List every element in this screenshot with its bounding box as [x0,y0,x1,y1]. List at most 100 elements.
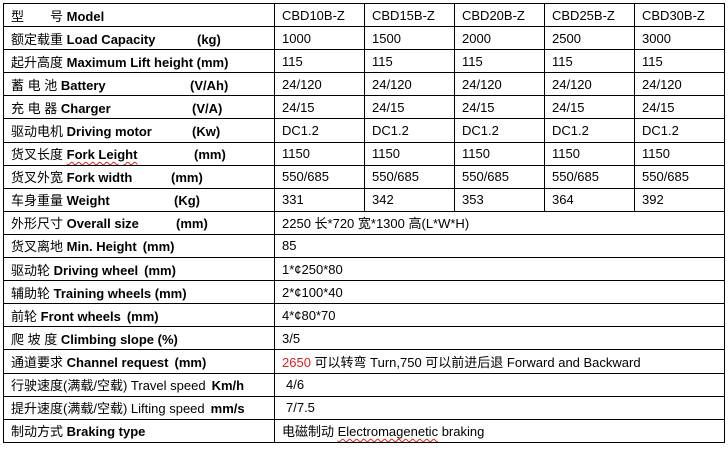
value-cell: 392 [634,187,725,212]
label-en: Model [66,8,105,24]
row-label: 辅助轮 Training wheels (mm) [3,280,275,305]
value-text: 85 [282,238,297,254]
row-label: 行驶速度(满载/空载) Travel speed Km/h [3,372,275,397]
table-row: 货叉外宽 Fork width (mm) 550/685 550/685 550/685… [3,164,725,189]
row-label: 货叉离地 Min. Height (mm) [3,233,275,259]
value-cell: 550/685 [274,164,365,189]
table-row: 车身重量 Weight (Kg) 331 342 353 364 392 [3,187,725,212]
value-cell: 7/7.5 [274,395,725,420]
value-cell: 2000 [454,26,545,51]
value-cell: 550/685 [544,164,635,189]
value-cell: 24/120 [634,72,725,97]
value-cell: DC1.2 [364,118,455,143]
row-label: 驱动轮 Driving wheel (mm) [3,257,275,282]
value-cell: 1150 [274,141,365,166]
label-en: Charger [60,100,111,116]
label-en: Braking type [66,424,146,440]
value-cell: 85 [274,233,725,259]
value-cell: 342 [364,187,455,212]
value-cell: 24/15 [634,95,725,120]
label-unit: (mm) [171,170,203,186]
row-label: 前轮 Front wheels (mm) [3,303,275,328]
table-row: 货叉长度 Fork Leight (mm) 1150 1150 1150 1150 1150 [3,141,725,166]
value-cell: 2*¢100*40 [274,280,725,305]
value-cell: 550/685 [364,164,455,189]
value-cell: 1150 [544,141,635,166]
label-en: Driving motor [66,124,152,140]
row-label: 车身重量 Weight (Kg) [3,187,275,212]
value-cell: 115 [454,49,545,74]
model-cell: CBD30B-Z [634,2,725,28]
label-en: Training wheels (mm) [53,285,187,301]
value-text: 电磁制动 [282,424,338,440]
label-cn: 车身重量 [11,193,64,209]
label-en: Battery [60,77,106,93]
table-row: 驱动电机 Driving motor (Kw) DC1.2 DC1.2 DC1.2 DC1… [3,118,725,143]
label-lead: 前轮 Front wheels [11,306,121,325]
value-cell: 2250 长*720 宽*1300 高(L*W*H) [274,210,725,235]
model-cell: CBD20B-Z [454,2,545,28]
value-cell: 115 [544,49,635,74]
table-row: 爬 坡 度 Climbing slope (%) 3/5 [3,326,725,351]
label-en: Travel speed [130,378,206,394]
spec-table: 型 号 Model CBD10B-Z CBD15B-Z CBD20B-Z CBD… [3,2,725,443]
value-cell: 24/120 [364,72,455,97]
label-lead: 制动方式 Braking type [11,421,145,440]
label-cn: 辅助轮 [11,285,51,301]
value-cell: 2650 可以转弯 Turn,750 可以前进后退 Forward and Ba… [274,349,725,374]
label-cn: 提升速度(满载/空载) [11,401,128,417]
row-label: 外形尺寸 Overall size (mm) [3,210,275,235]
value-cell: 24/120 [454,72,545,97]
value-cell: 1500 [364,26,455,51]
label-lead: 行驶速度(满载/空载) Travel speed [11,375,206,394]
value-cell: 24/15 [544,95,635,120]
label-cn: 型 号 [11,8,64,24]
row-label: 货叉长度 Fork Leight (mm) [3,141,275,166]
label-en: Min. Height [66,239,137,255]
label-unit: (mm) [174,354,207,370]
model-cell: CBD15B-Z [364,2,455,28]
label-cn: 充 电 器 [11,100,58,116]
value-cell: 115 [634,49,725,74]
row-label: 通道要求 Channel request (mm) [3,349,275,374]
label-lead: 充 电 器 Charger [11,98,186,117]
table-row: 前轮 Front wheels (mm) 4*¢80*70 [3,303,725,328]
label-lead: 驱动轮 Driving wheel [11,260,138,279]
table-row: 提升速度(满载/空载) Lifting speed mm/s 7/7.5 [3,395,725,420]
label-cn: 起升高度 [11,54,64,70]
value-text: 1*¢250*80 [282,261,343,277]
value-cell: 2500 [544,26,635,51]
value-text: 3/5 [282,330,301,346]
value-cell: 24/15 [364,95,455,120]
value-text: 2250 长*720 宽*1300 高(L*W*H) [282,216,470,232]
table-row: 驱动轮 Driving wheel (mm) 1*¢250*80 [3,257,725,282]
label-cn: 驱动电机 [11,124,64,140]
label-cn: 外形尺寸 [11,216,64,232]
row-label: 提升速度(满载/空载) Lifting speed mm/s [3,395,275,420]
value-cell: 550/685 [454,164,545,189]
value-cell: 115 [274,49,365,74]
value-cell: 1000 [274,26,365,51]
value-cell: 电磁制动 Electromagenetic braking [274,418,725,443]
model-cell: CBD25B-Z [544,2,635,28]
label-cn: 货叉外宽 [11,170,64,186]
label-lead: 辅助轮 Training wheels (mm) [11,283,187,302]
label-unit: (kg) [197,31,221,47]
label-lead: 额定载重 Load Capacity [11,29,191,48]
label-lead: 提升速度(满载/空载) Lifting speed [11,398,205,417]
value-text: 4/6 [286,377,305,393]
value-cell: 1150 [454,141,545,166]
label-lead: 通道要求 Channel request [11,352,169,371]
label-unit: mm/s [210,401,245,417]
label-unit: (mm) [176,216,208,232]
label-cn: 额定载重 [11,31,64,47]
label-unit: (mm) [126,308,159,324]
label-lead: 驱动电机 Driving motor [11,121,186,140]
value-cell: 1*¢250*80 [274,257,725,282]
label-en: Lifting speed [130,401,205,417]
row-label: 制动方式 Braking type [3,418,275,443]
value-text: 4*¢80*70 [282,307,336,323]
label-cn: 驱动轮 [11,262,51,278]
label-en: Front wheels [40,308,121,324]
label-en: Channel request [66,354,169,370]
